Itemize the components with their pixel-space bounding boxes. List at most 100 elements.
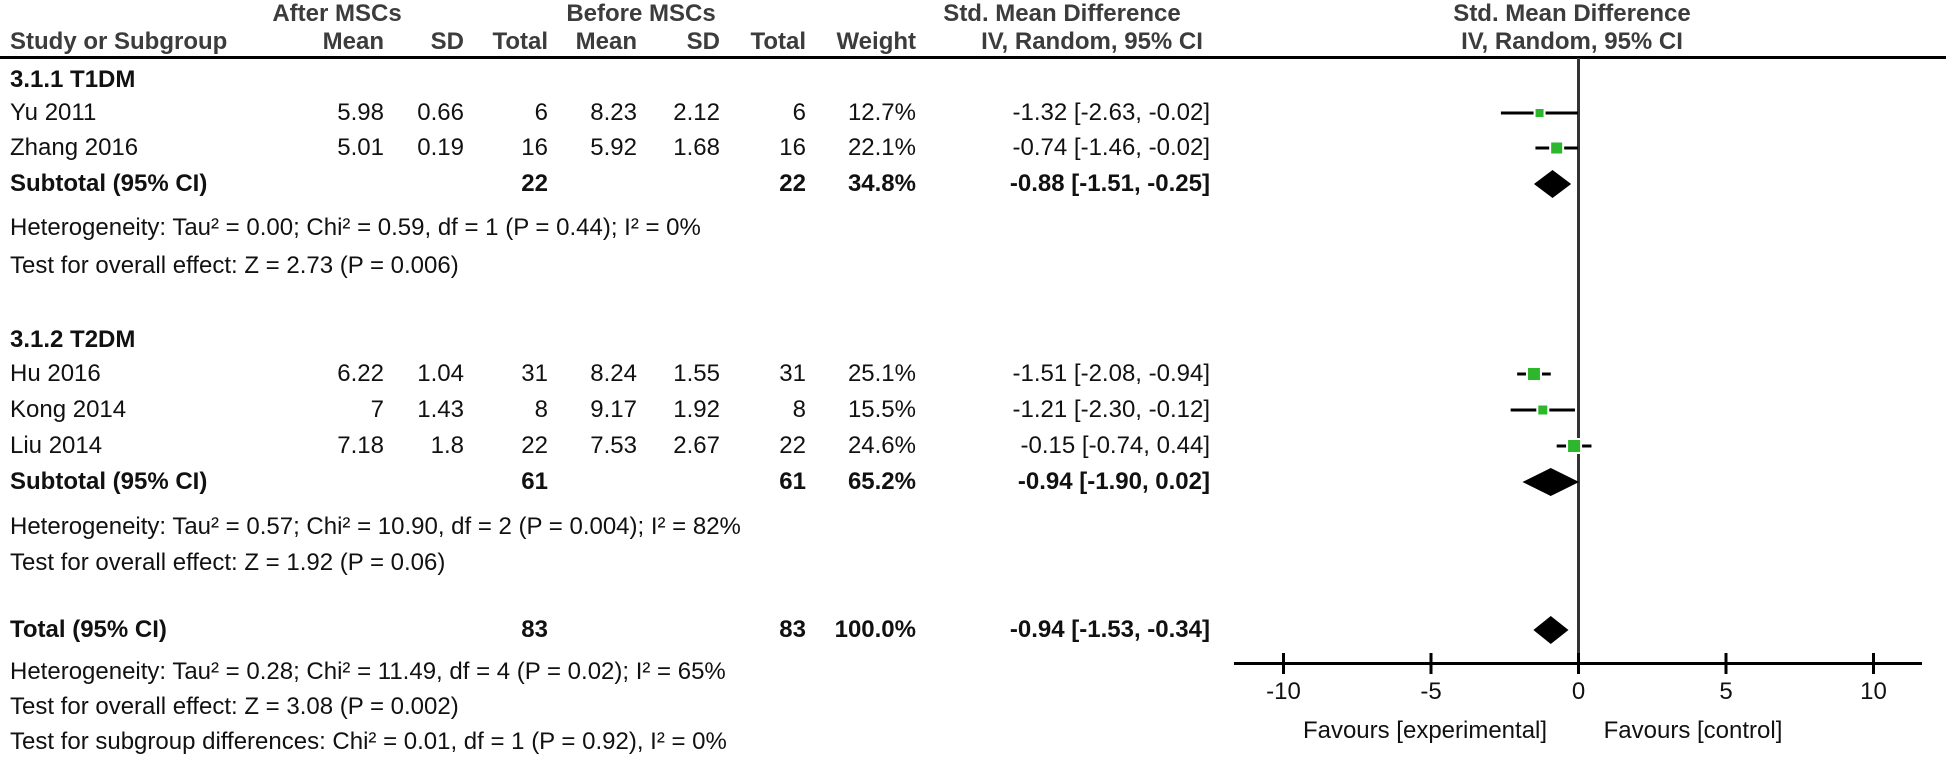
- stats-text-row: Heterogeneity: Tau² = 0.28; Chi² = 11.49…: [10, 658, 726, 685]
- cell-mean2: 7.53: [590, 432, 637, 459]
- cell-total2: 16: [779, 134, 806, 161]
- axis-tick-label: -10: [1266, 678, 1301, 705]
- cell-mean2: 8.24: [590, 360, 637, 387]
- axis-tick-label: 5: [1719, 678, 1733, 705]
- smd-header-right: Std. Mean Difference: [1453, 0, 1691, 27]
- cell-mean2: 8.23: [590, 99, 637, 126]
- stats-text-row: Test for overall effect: Z = 2.73 (P = 0…: [10, 252, 459, 279]
- cell-total2: 22: [779, 170, 806, 197]
- cell-mean1: 5.98: [337, 99, 384, 126]
- cell-weight: 65.2%: [847, 468, 916, 495]
- cell-mean2: 9.17: [590, 396, 637, 423]
- favours-experimental-label: Favours [experimental]: [1302, 717, 1548, 744]
- axis-tick-label: 10: [1860, 678, 1887, 705]
- cell-total2: 22: [779, 432, 806, 459]
- subgroup-title: 3.1.1 T1DM: [10, 66, 136, 93]
- subtotal-diamond: [1533, 170, 1572, 198]
- cell-sd1: 0.66: [417, 99, 464, 126]
- cell-total1: 22: [521, 432, 548, 459]
- cell-ci: -0.88 [-1.51, -0.25]: [1009, 170, 1210, 197]
- col-header-mean-after: Mean: [322, 28, 384, 55]
- cell-mean2: 5.92: [590, 134, 637, 161]
- cell-total1: 31: [521, 360, 548, 387]
- stats-text-row: Test for overall effect: Z = 3.08 (P = 0…: [10, 693, 459, 720]
- axis-tick-label: -5: [1420, 678, 1442, 705]
- cell-weight: 24.6%: [847, 432, 916, 459]
- col-header-total-after: Total: [492, 28, 548, 55]
- cell-total1: 16: [521, 134, 548, 161]
- col-header-weight: Weight: [836, 28, 916, 55]
- cell-sd2: 2.12: [673, 99, 720, 126]
- cell-total1: 61: [521, 468, 548, 495]
- cell-sd2: 1.92: [673, 396, 720, 423]
- cell-ci: -0.94 [-1.53, -0.34]: [1009, 616, 1210, 643]
- cell-weight: 34.8%: [847, 170, 916, 197]
- cell-ci: -0.15 [-0.74, 0.44]: [1020, 432, 1210, 459]
- cell-weight: 100.0%: [834, 616, 916, 643]
- stats-text-row: Heterogeneity: Tau² = 0.00; Chi² = 0.59,…: [10, 214, 701, 241]
- group-header-after-mscs: After MSCs: [272, 0, 402, 27]
- row-label: Liu 2014: [10, 432, 103, 459]
- cell-sd1: 1.43: [417, 396, 464, 423]
- stats-text-row: Heterogeneity: Tau² = 0.57; Chi² = 10.90…: [10, 513, 741, 540]
- col-header-mean-before: Mean: [575, 28, 637, 55]
- cell-total1: 83: [521, 616, 548, 643]
- cell-total2: 8: [792, 396, 806, 423]
- cell-sd1: 1.8: [430, 432, 464, 459]
- cell-ci: -1.51 [-2.08, -0.94]: [1012, 360, 1210, 387]
- row-label: Kong 2014: [10, 396, 127, 423]
- favours-control-label: Favours [control]: [1603, 717, 1783, 744]
- cell-weight: 25.1%: [847, 360, 916, 387]
- row-label: Yu 2011: [10, 99, 97, 126]
- cell-weight: 12.7%: [847, 99, 916, 126]
- effect-square-yu-2011: [1533, 107, 1546, 119]
- cell-total2: 61: [779, 468, 806, 495]
- subgroup-title: 3.1.2 T2DM: [10, 326, 136, 353]
- subtotal-diamond: [1522, 468, 1580, 496]
- cell-total1: 6: [534, 99, 548, 126]
- smd-header-left: Std. Mean Difference: [943, 0, 1181, 27]
- cell-sd2: 1.68: [673, 134, 720, 161]
- cell-sd1: 1.04: [417, 360, 464, 387]
- cell-total1: 22: [521, 170, 548, 197]
- cell-mean1: 5.01: [337, 134, 384, 161]
- cell-ci: -0.74 [-1.46, -0.02]: [1012, 134, 1210, 161]
- total-diamond: [1533, 616, 1569, 644]
- col-header-study: Study or Subgroup: [10, 28, 228, 55]
- row-label: Total (95% CI): [10, 616, 167, 643]
- group-header-before-mscs: Before MSCs: [566, 0, 716, 27]
- cell-mean1: 7.18: [337, 432, 384, 459]
- row-label: Subtotal (95% CI): [10, 170, 208, 197]
- cell-weight: 22.1%: [847, 134, 916, 161]
- cell-total1: 8: [534, 396, 548, 423]
- col-header-iv-random-left: IV, Random, 95% CI: [981, 28, 1203, 55]
- cell-sd2: 1.55: [673, 360, 720, 387]
- row-label: Subtotal (95% CI): [10, 468, 208, 495]
- col-header-iv-random-right: IV, Random, 95% CI: [1461, 28, 1683, 55]
- effect-square-kong-2014: [1536, 403, 1550, 417]
- cell-sd2: 2.67: [673, 432, 720, 459]
- header-rule: [0, 56, 1946, 59]
- effect-square-zhang-2016: [1549, 140, 1565, 156]
- cell-sd1: 0.19: [417, 134, 464, 161]
- row-label: Zhang 2016: [10, 134, 139, 161]
- axis-tick-label: 0: [1571, 678, 1586, 705]
- cell-total2: 83: [779, 616, 806, 643]
- effect-square-hu-2016: [1525, 366, 1542, 382]
- cell-mean1: 7: [370, 396, 384, 423]
- cell-ci: -1.32 [-2.63, -0.02]: [1012, 99, 1210, 126]
- cell-mean1: 6.22: [337, 360, 384, 387]
- row-label: Hu 2016: [10, 360, 101, 387]
- cell-total2: 6: [792, 99, 806, 126]
- col-header-total-before: Total: [750, 28, 806, 55]
- cell-total2: 31: [779, 360, 806, 387]
- effect-square-liu-2014: [1566, 438, 1583, 454]
- cell-ci: -1.21 [-2.30, -0.12]: [1012, 396, 1210, 423]
- cell-ci: -0.94 [-1.90, 0.02]: [1017, 468, 1210, 495]
- col-header-sd-after: SD: [430, 28, 464, 55]
- col-header-sd-before: SD: [686, 28, 720, 55]
- stats-text-row: Test for overall effect: Z = 1.92 (P = 0…: [10, 549, 446, 576]
- stats-text-row: Test for subgroup differences: Chi² = 0.…: [10, 728, 727, 755]
